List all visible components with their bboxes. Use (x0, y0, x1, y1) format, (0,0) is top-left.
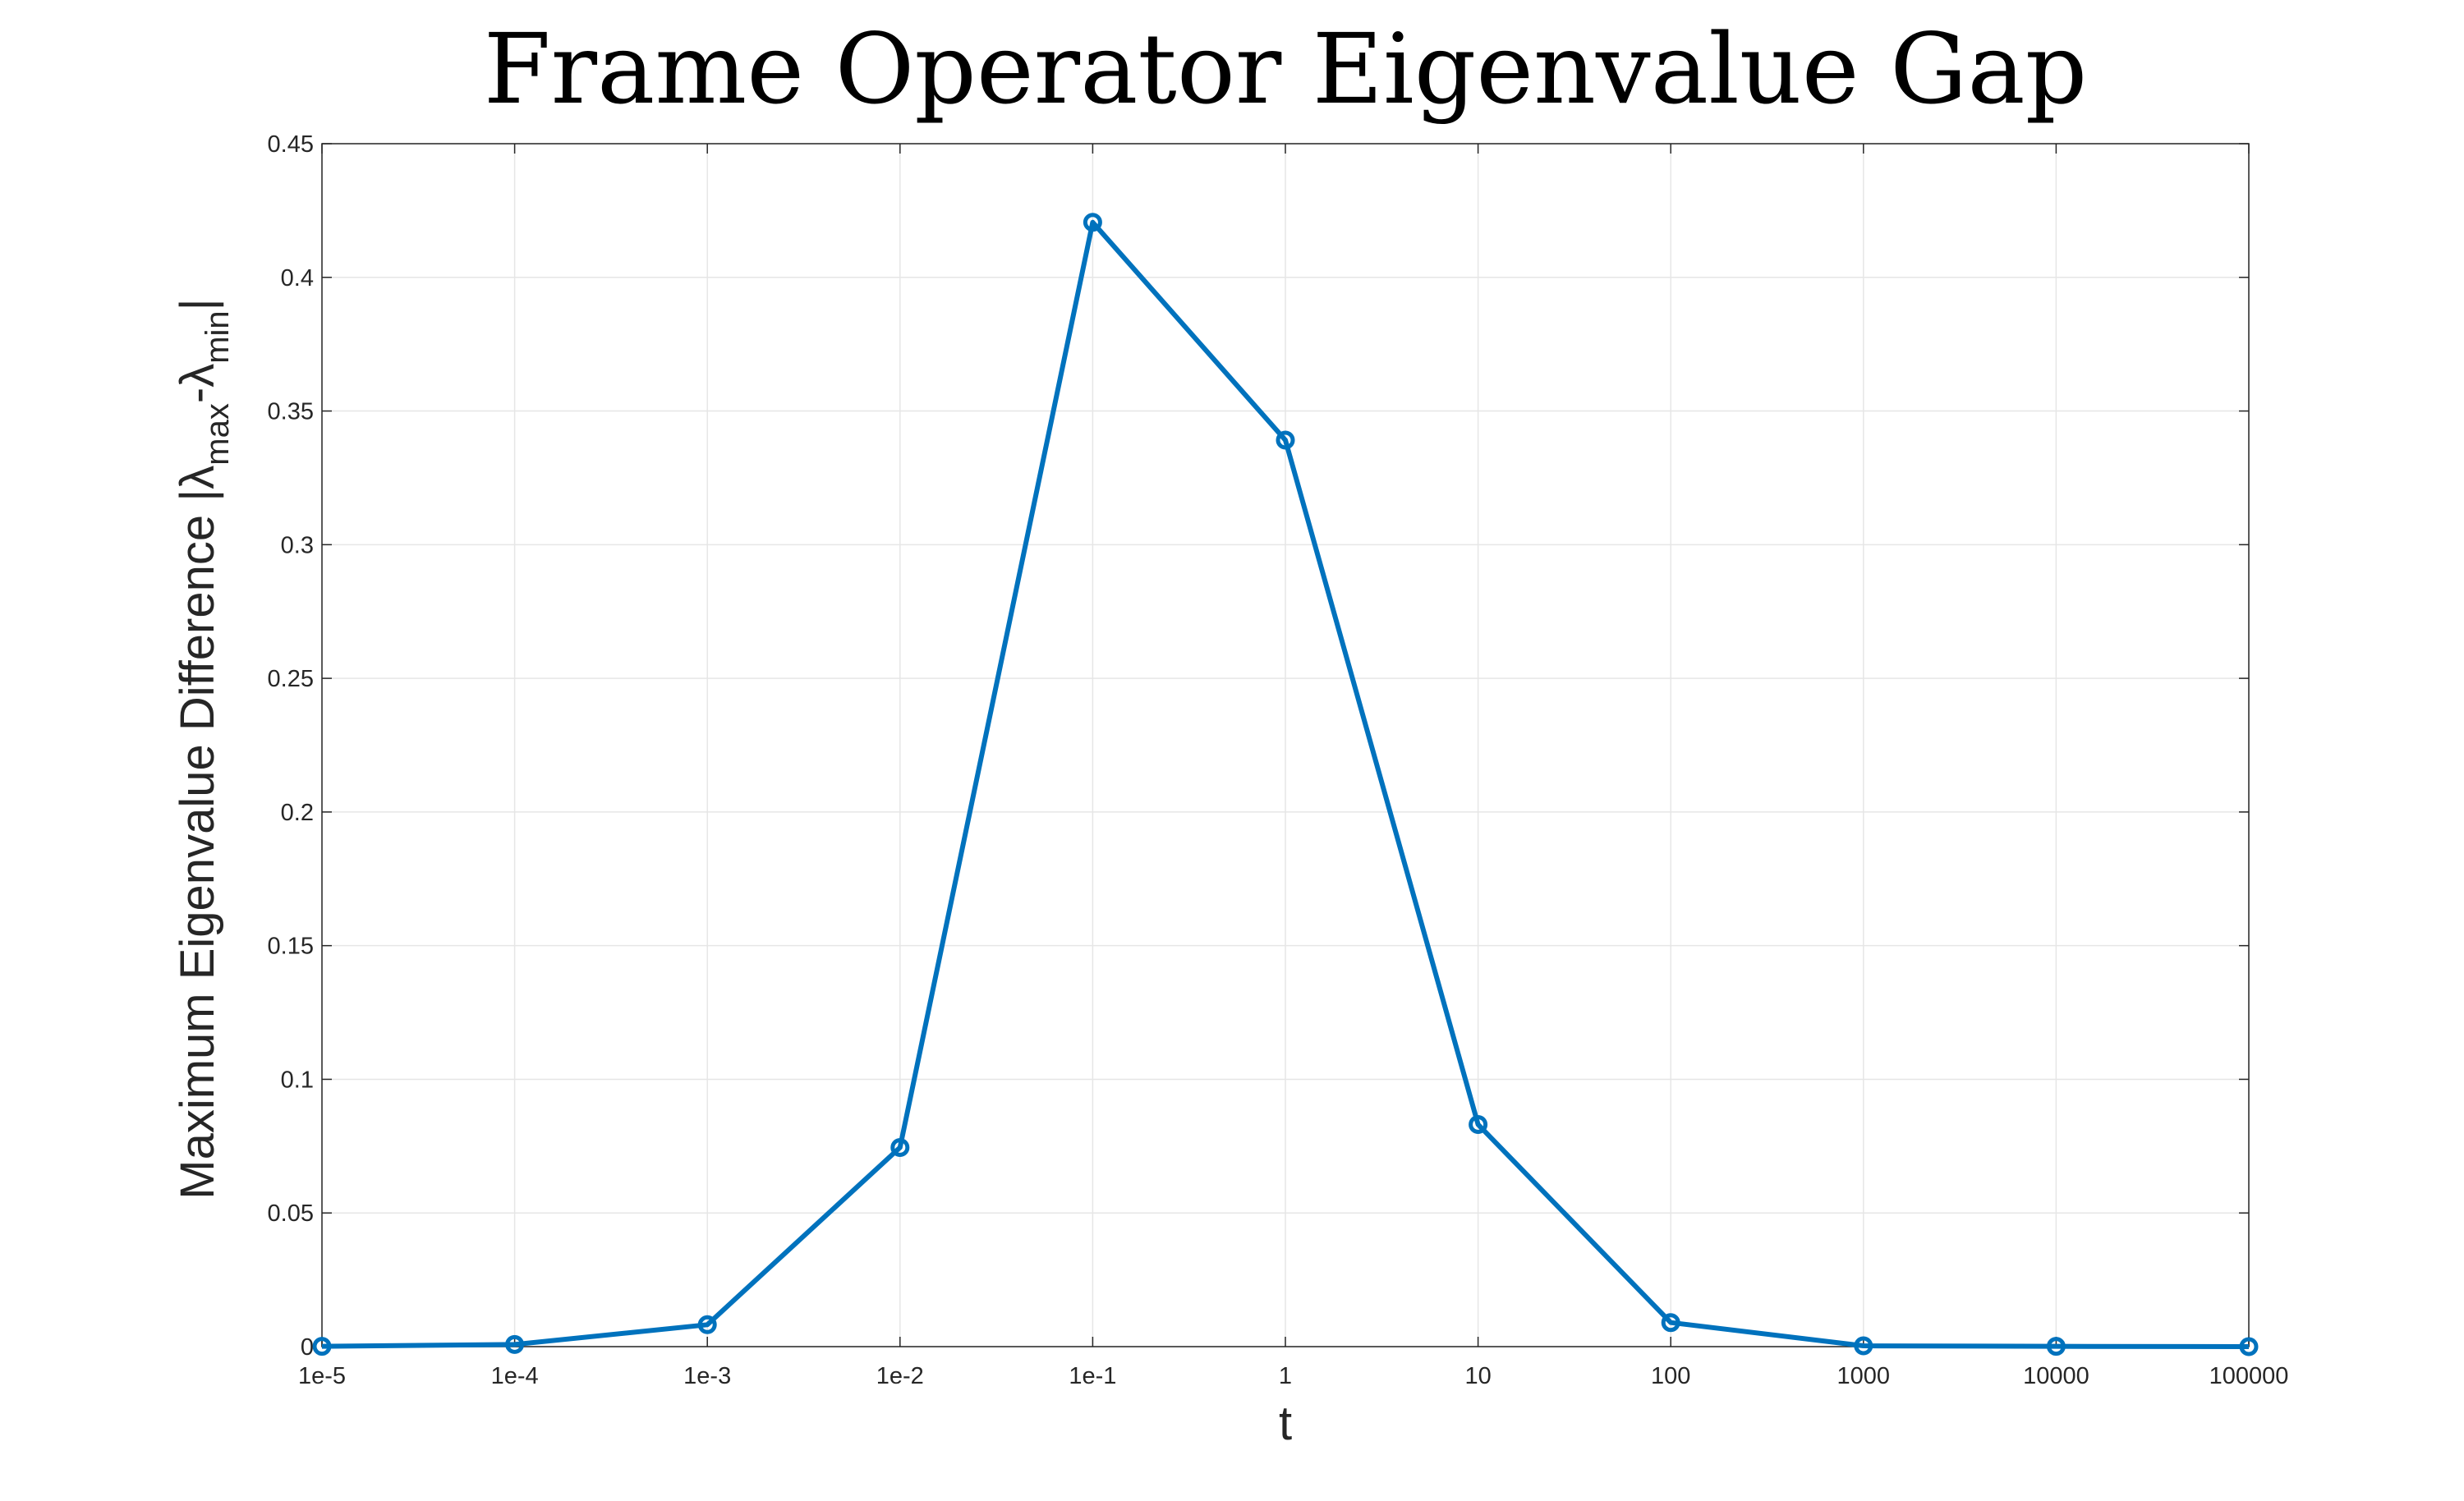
data-point-marker (1469, 1114, 1488, 1134)
data-point-marker (890, 1137, 910, 1157)
y-tick-label: 0.4 (281, 265, 314, 291)
y-axis-label: Maximum Eigenvalue Difference |λmax-λmin… (171, 298, 236, 1199)
x-tick-label: 1e-1 (1069, 1363, 1116, 1389)
axis-ticks: 1e-5 1e-4 1e-3 1e-2 1e-1 1 10 100 1000 10000 10000… (268, 131, 2289, 1389)
chart-title: Frame Operator Eigenvalue Gap (484, 12, 2088, 126)
x-tick-label: 100 (1651, 1363, 1690, 1389)
x-tick-label: 10000 (2023, 1363, 2089, 1389)
y-axis-label-dash: - (171, 388, 224, 403)
data-point-marker (697, 1315, 717, 1334)
y-tick-label: 0.15 (268, 934, 314, 960)
x-tick-label: 10 (1464, 1363, 1491, 1389)
y-tick-label: 0.05 (268, 1200, 314, 1227)
y-tick-label: 0.3 (281, 532, 314, 558)
y-tick-label: 0 (301, 1334, 314, 1361)
y-axis-label-base: Maximum Eigenvalue Difference | (171, 489, 224, 1200)
data-point-marker (1661, 1313, 1680, 1333)
y-tick-label: 0.1 (281, 1067, 314, 1093)
x-tick-label: 1 (1279, 1363, 1292, 1389)
y-axis-label-close: | (171, 298, 224, 310)
grid-lines (321, 143, 2250, 1347)
data-point-marker (1854, 1336, 1873, 1356)
y-axis-label-lambda-min: λ (171, 364, 224, 388)
data-point-marker (2046, 1337, 2066, 1356)
x-tick-label: 1e-4 (491, 1363, 539, 1389)
y-tick-label: 0.45 (268, 131, 314, 158)
x-tick-label: 1e-5 (298, 1363, 346, 1389)
y-tick-label: 0.2 (281, 800, 314, 826)
data-point-marker (2239, 1337, 2259, 1356)
y-axis-label-sub-max: max (200, 403, 236, 466)
data-point-marker (312, 1337, 332, 1356)
x-tick-label: 100000 (2209, 1363, 2289, 1389)
x-tick-label: 1e-2 (876, 1363, 924, 1389)
data-point-marker (1276, 430, 1295, 450)
x-tick-label: 1e-3 (683, 1363, 731, 1389)
data-point-marker (505, 1334, 525, 1354)
x-axis-label: t (1279, 1397, 1292, 1450)
x-tick-label: 1000 (1837, 1363, 1891, 1389)
y-tick-label: 0.35 (268, 399, 314, 425)
data-point-marker (1083, 213, 1102, 232)
y-axis-label-lambda-max: λ (171, 466, 224, 489)
y-tick-label: 0.25 (268, 666, 314, 692)
data-series (312, 213, 2259, 1356)
series-line (321, 219, 2250, 1349)
y-axis-label-sub-min: min (200, 310, 236, 363)
